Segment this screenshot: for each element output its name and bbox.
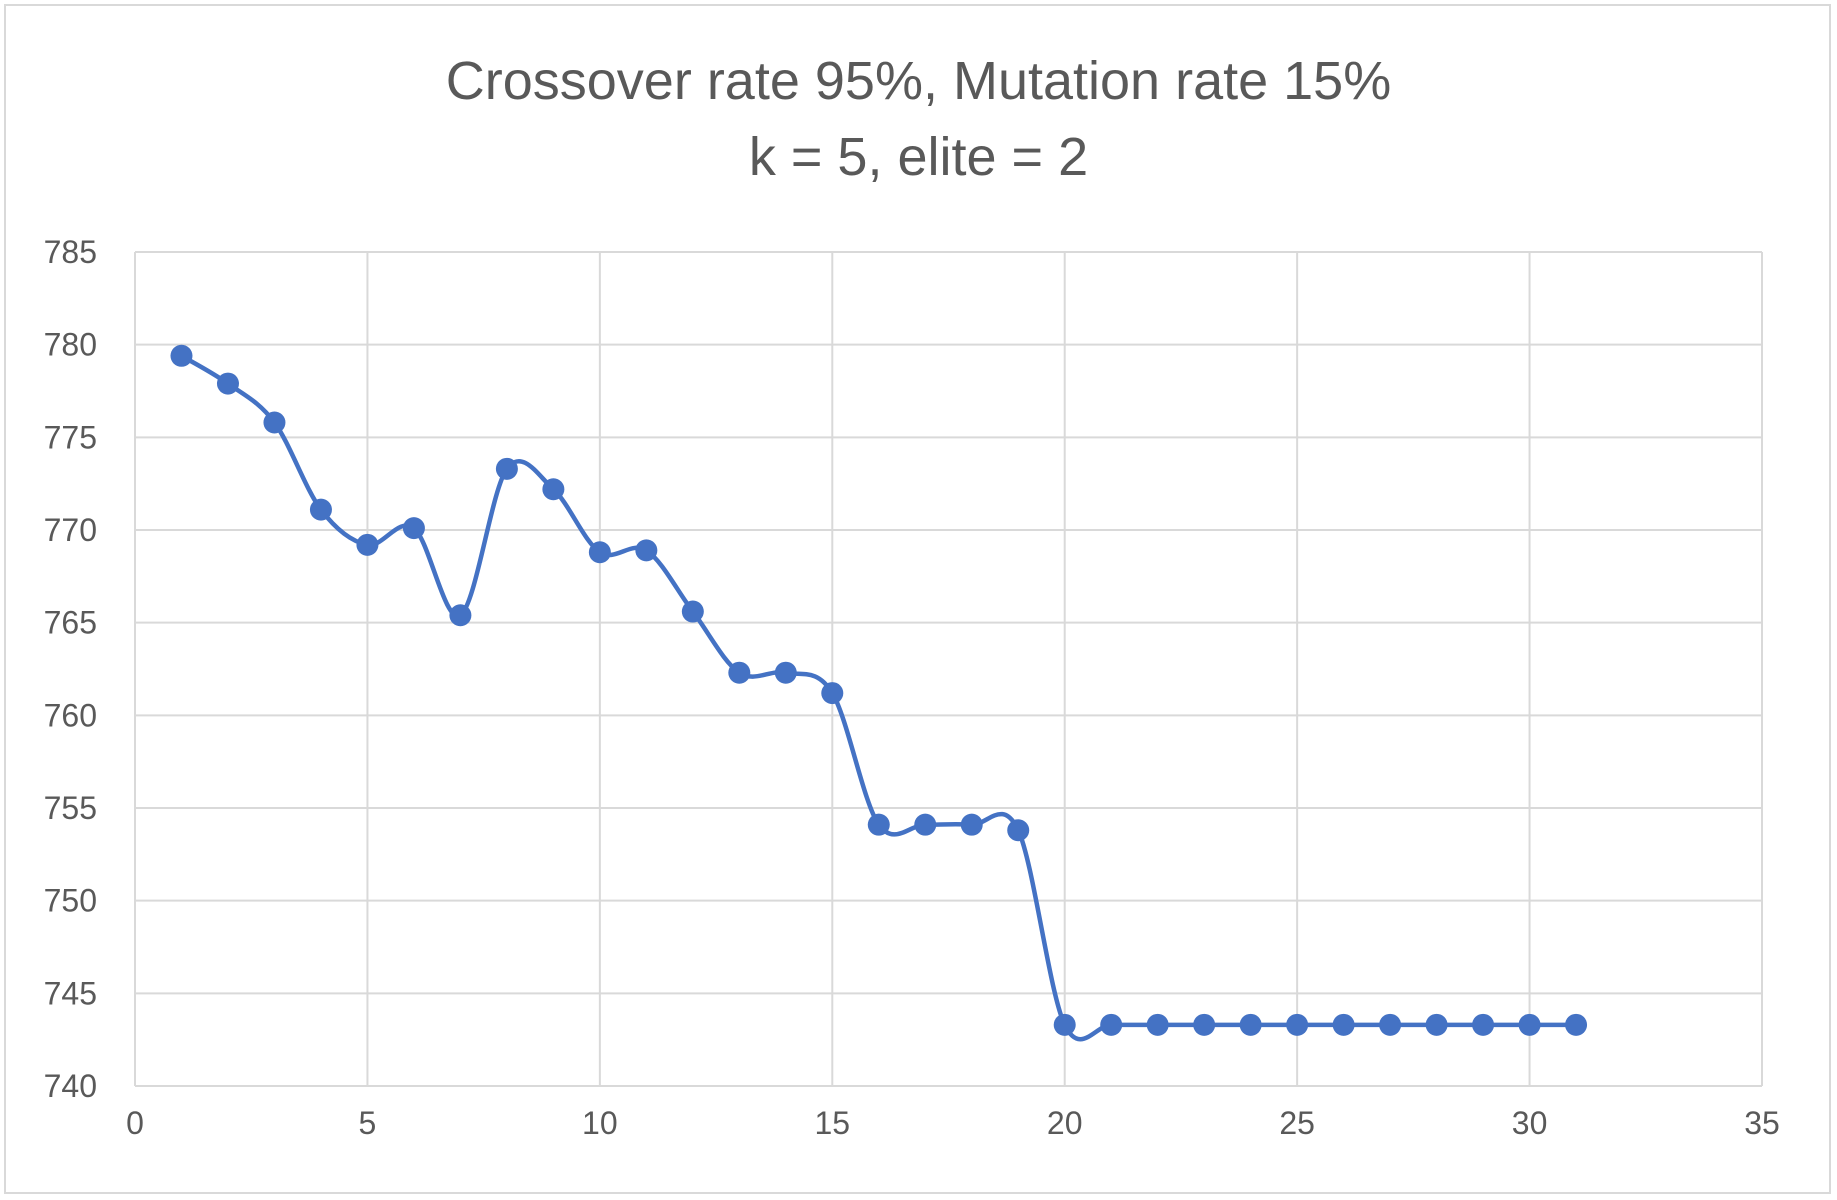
y-tick-label: 765 bbox=[44, 605, 97, 641]
chart-title: Crossover rate 95%, Mutation rate 15% bbox=[445, 51, 1392, 111]
y-tick-label: 755 bbox=[44, 790, 97, 826]
y-tick-label: 760 bbox=[44, 697, 97, 733]
data-point bbox=[1518, 1013, 1541, 1036]
data-point bbox=[495, 457, 518, 480]
data-point bbox=[356, 533, 379, 556]
x-tick-label: 35 bbox=[1744, 1105, 1780, 1141]
data-point bbox=[1425, 1013, 1448, 1036]
data-point bbox=[681, 600, 704, 623]
y-tick-label: 745 bbox=[44, 975, 97, 1011]
data-point bbox=[1239, 1013, 1262, 1036]
data-point bbox=[1007, 819, 1030, 842]
data-point bbox=[1193, 1013, 1216, 1036]
data-point bbox=[402, 517, 425, 540]
x-tick-label: 20 bbox=[1047, 1105, 1083, 1141]
y-tick-label: 770 bbox=[44, 512, 97, 548]
data-point bbox=[588, 541, 611, 564]
y-tick-label: 740 bbox=[44, 1068, 97, 1104]
gridlines bbox=[134, 251, 1763, 1087]
x-tick-label: 25 bbox=[1279, 1105, 1315, 1141]
data-point bbox=[216, 372, 239, 395]
data-point bbox=[1146, 1013, 1169, 1036]
data-point bbox=[542, 478, 565, 501]
data-point bbox=[728, 661, 751, 684]
x-tick-label: 5 bbox=[359, 1105, 377, 1141]
y-tick-label: 785 bbox=[44, 234, 97, 270]
chart-subtitle: k = 5, elite = 2 bbox=[748, 127, 1089, 187]
data-point bbox=[1472, 1013, 1495, 1036]
data-point bbox=[1332, 1013, 1355, 1036]
data-point bbox=[914, 813, 937, 836]
data-point bbox=[867, 813, 890, 836]
x-tick-label: 15 bbox=[814, 1105, 850, 1141]
series-layer bbox=[170, 344, 1588, 1042]
x-axis-ticks: 0 5 10 15 20 25 30 35 bbox=[126, 1105, 1780, 1141]
data-point bbox=[263, 411, 286, 434]
data-point bbox=[1100, 1013, 1123, 1036]
y-axis-ticks: 740 745 750 755 760 765 770 775 780 785 bbox=[44, 234, 97, 1104]
x-tick-label: 10 bbox=[582, 1105, 618, 1141]
y-tick-label: 780 bbox=[44, 327, 97, 363]
data-point bbox=[1565, 1013, 1588, 1036]
data-point bbox=[1286, 1013, 1309, 1036]
data-point bbox=[449, 604, 472, 627]
series-line bbox=[180, 353, 1577, 1042]
x-tick-label: 0 bbox=[126, 1105, 144, 1141]
data-point bbox=[170, 344, 193, 367]
data-point bbox=[1379, 1013, 1402, 1036]
data-point bbox=[635, 539, 658, 562]
data-point bbox=[309, 498, 332, 521]
x-tick-label: 30 bbox=[1512, 1105, 1548, 1141]
data-point bbox=[821, 682, 844, 705]
chart-frame bbox=[4, 4, 1831, 1194]
data-point bbox=[774, 661, 797, 684]
data-point bbox=[1053, 1013, 1076, 1036]
y-tick-label: 775 bbox=[44, 419, 97, 455]
y-tick-label: 750 bbox=[44, 883, 97, 919]
data-point bbox=[960, 813, 983, 836]
